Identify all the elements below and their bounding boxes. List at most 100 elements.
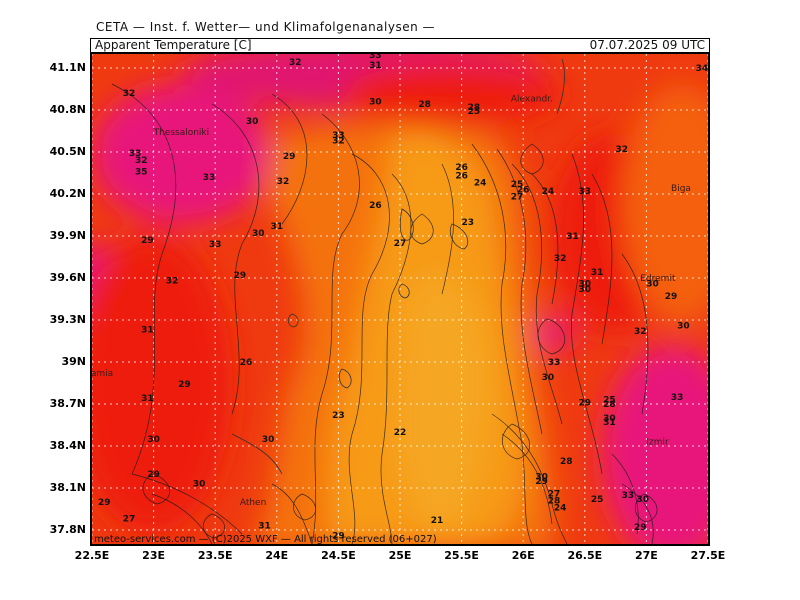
contour-label: 30	[262, 435, 275, 445]
contour-label: 30	[252, 229, 265, 239]
contour-label: 26	[455, 172, 468, 182]
place-label: Izmir	[646, 438, 669, 448]
contour-label: 33	[209, 240, 222, 250]
hot-zone-thessaloniki	[92, 84, 272, 224]
y-tick-label: 39N	[61, 355, 86, 368]
x-tick-label: 27.5E	[690, 549, 726, 562]
contour-label: 31	[141, 394, 154, 404]
contour-label: 29	[98, 498, 111, 508]
contour-label: 32	[289, 58, 302, 68]
y-tick-label: 40.5N	[49, 145, 86, 158]
contour-label: 29	[147, 470, 160, 480]
y-tick-label: 38.1N	[49, 481, 86, 494]
source-header: CETA — Inst. f. Wetter— und Klimafolgena…	[96, 20, 436, 34]
contour-label: 33	[579, 187, 592, 197]
x-tick-label: 26.5E	[567, 549, 603, 562]
contour-label: 30	[369, 97, 382, 107]
contour-label: 28	[418, 100, 431, 110]
x-tick-label: 26E	[511, 549, 535, 562]
place-label: Alexandr.	[511, 95, 553, 105]
contour-label: 28	[468, 103, 481, 113]
y-tick-label: 39.9N	[49, 229, 86, 242]
orange-zone-turkey-ne	[622, 84, 708, 324]
place-label: Edremit	[640, 274, 676, 284]
x-tick-label: 25E	[388, 549, 412, 562]
contour-label: 32	[634, 327, 647, 337]
contour-label: 32	[554, 254, 567, 264]
contour-label: 34	[696, 64, 708, 74]
place-label: Athen	[240, 498, 266, 508]
contour-label: 29	[665, 292, 678, 302]
contour-label: 26	[517, 186, 530, 196]
contour-label: 28	[603, 400, 616, 410]
contour-label: 27	[394, 239, 407, 249]
red-zone-thrace	[342, 64, 562, 124]
contour-label: 35	[135, 167, 148, 177]
contour-label: 33	[129, 149, 142, 159]
contour-label: 30	[542, 373, 555, 383]
contour-label: 29	[283, 152, 296, 162]
x-tick-label: 24E	[265, 549, 289, 562]
contour-label: 25	[603, 396, 616, 406]
contour-label: 31	[369, 61, 382, 71]
contour-label: 25	[468, 107, 481, 117]
contour-label: 29	[634, 523, 647, 533]
contour-label: 25	[591, 495, 604, 505]
y-tick-label: 40.8N	[49, 103, 86, 116]
contour-label: 32	[332, 137, 345, 147]
contour-label: 32	[135, 156, 148, 166]
contour-label: 27	[511, 193, 524, 203]
temperature-map: Thessaloniki Alexandr. Biga Lamia Athen Izmir…	[92, 54, 708, 544]
contour-label: 32	[123, 89, 136, 99]
contour-label: 30	[193, 480, 206, 490]
sea-zone-coolest	[395, 272, 492, 534]
copyright-notice: meteo-services.com — (C)2025 WXF — All r…	[94, 534, 437, 545]
contour-label: 32	[166, 277, 179, 287]
y-tick-label: 38.7N	[49, 397, 86, 410]
contour-label: 33	[369, 54, 382, 61]
contour-label: 33	[548, 358, 561, 368]
contour-label: 31	[141, 326, 154, 336]
contour-label: 22	[394, 428, 407, 438]
valid-datetime: 07.07.2025 09 UTC	[589, 38, 705, 52]
place-names: Thessaloniki Alexandr. Biga Lamia Athen Izmir…	[92, 95, 691, 508]
contour-label: 27	[548, 489, 561, 499]
contour-label: 29	[579, 398, 592, 408]
y-tick-label: 39.6N	[49, 271, 86, 284]
contour-label: 30	[677, 321, 690, 331]
x-tick-label: 23E	[142, 549, 165, 562]
contour-label: 31	[258, 522, 271, 532]
contour-label: 31	[566, 232, 579, 242]
y-tick-label: 41.1N	[49, 61, 86, 74]
contour-label: 29	[141, 236, 154, 246]
isolines	[111, 83, 658, 544]
contour-label: 28	[548, 496, 561, 506]
y-tick-label: 40.2N	[49, 187, 86, 200]
contour-label: 31	[591, 268, 604, 278]
contour-label: 30	[579, 285, 592, 295]
contour-label: 31	[271, 222, 284, 232]
contour-label: 23	[461, 218, 474, 228]
lat-lon-grid	[92, 54, 708, 544]
contour-label: 30	[535, 473, 548, 483]
contour-label: 24	[474, 179, 487, 189]
red-zone-greece	[92, 234, 232, 534]
contour-label: 29	[332, 531, 345, 541]
contour-label: 26	[240, 358, 253, 368]
contour-label: 24	[542, 187, 555, 197]
contour-label: 30	[636, 495, 649, 505]
contour-label: 24	[554, 503, 567, 513]
contour-label: 31	[603, 418, 616, 428]
x-tick-label: 24.5E	[321, 549, 356, 562]
contour-label: 30	[147, 435, 160, 445]
y-tick-label: 38.4N	[49, 439, 86, 452]
x-tick-label: 22.5E	[74, 549, 110, 562]
x-tick-label: 23.5E	[197, 549, 233, 562]
contour-label: 33	[203, 173, 216, 183]
contour-label: 30	[646, 279, 659, 289]
contour-label: 29	[535, 477, 548, 487]
contour-label: 30	[603, 414, 616, 424]
contour-label: 28	[560, 457, 573, 467]
contour-label: 29	[234, 271, 247, 281]
